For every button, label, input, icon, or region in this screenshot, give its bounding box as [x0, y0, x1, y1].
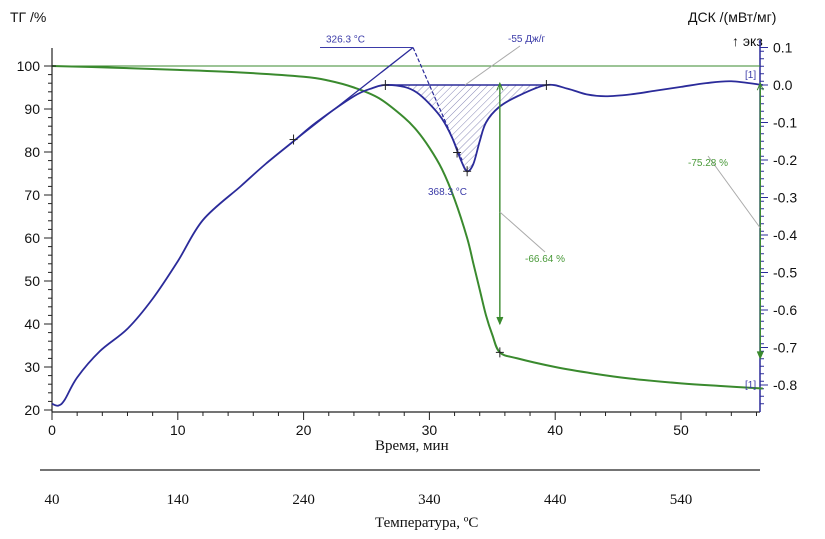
y-right-tick-label: -0.5 [773, 265, 797, 281]
x2-tick-label: 40 [45, 492, 60, 508]
mass-loss-1-arrow-head-up [496, 81, 504, 91]
y-right-tick-label: -0.3 [773, 190, 797, 206]
x-tick-label: 10 [170, 422, 186, 438]
mass-loss-1-label: -66.64 % [525, 254, 565, 265]
y-left-tick-label: 70 [24, 187, 40, 203]
area-leader [464, 45, 521, 86]
y-left-tick-label: 30 [24, 359, 40, 375]
y-left-tick-label: 20 [24, 402, 40, 418]
y-left-tick-label: 50 [24, 273, 40, 289]
onset-tangent-dashed [412, 47, 463, 161]
x2-tick-label: 540 [670, 492, 693, 508]
x2-tick-label: 140 [167, 492, 190, 508]
y-left-tick-label: 90 [24, 101, 40, 117]
y-right-label: ДСК /(мВт/мг) [688, 9, 776, 25]
x2-tick-label: 240 [292, 492, 315, 508]
y-right-tick-label: -0.1 [773, 115, 797, 131]
mass-loss-2-arrow-head-up [756, 81, 764, 91]
x-axis-label: Время, мин [375, 438, 449, 454]
y-right-tick-label: -0.8 [773, 377, 797, 393]
y-right-tick-label: -0.6 [773, 302, 797, 318]
x-tick-label: 0 [48, 422, 56, 438]
x2-tick-label: 440 [544, 492, 567, 508]
y-left-tick-label: 60 [24, 230, 40, 246]
curve-id-tg: [1] [745, 380, 756, 391]
onset-label: 326.3 °C [326, 35, 365, 46]
area-label: -55 Дж/г [508, 34, 545, 45]
y-left-tick-label: 40 [24, 316, 40, 332]
peak-label: 368.3 °C [428, 187, 467, 198]
mass-loss-2-label: -75.28 % [688, 158, 728, 169]
dsc-curve [51, 80, 763, 407]
mass-loss-2-leader [707, 155, 761, 229]
x2-tick-label: 340 [418, 492, 441, 508]
tg-curve [51, 65, 763, 390]
y-right-tick-label: -0.2 [773, 152, 797, 168]
x-tick-label: 30 [422, 422, 438, 438]
x-tick-label: 50 [673, 422, 689, 438]
mass-loss-1-leader [499, 211, 546, 253]
peak-area-hatch [385, 85, 547, 172]
y-right-tick-label: -0.4 [773, 227, 797, 243]
y-left-tick-label: 100 [17, 58, 41, 74]
exo-label: ↑ экз [732, 33, 763, 49]
y-right-tick-label: 0.0 [773, 77, 793, 93]
y-left-tick-label: 80 [24, 144, 40, 160]
y-right-tick-label: 0.1 [773, 40, 793, 56]
curve-id-dsc: [1] [745, 70, 756, 81]
x-tick-label: 40 [547, 422, 563, 438]
onset-tangent-line [293, 46, 414, 142]
mass-loss-2-arrow-head-down [756, 351, 764, 360]
mass-loss-1-arrow-head-down [496, 316, 504, 326]
x-tick-label: 20 [296, 422, 312, 438]
x2-axis-label: Температура, ºС [375, 515, 478, 531]
y-left-label: ТГ /% [10, 9, 46, 25]
y-right-tick-label: -0.7 [773, 340, 797, 356]
